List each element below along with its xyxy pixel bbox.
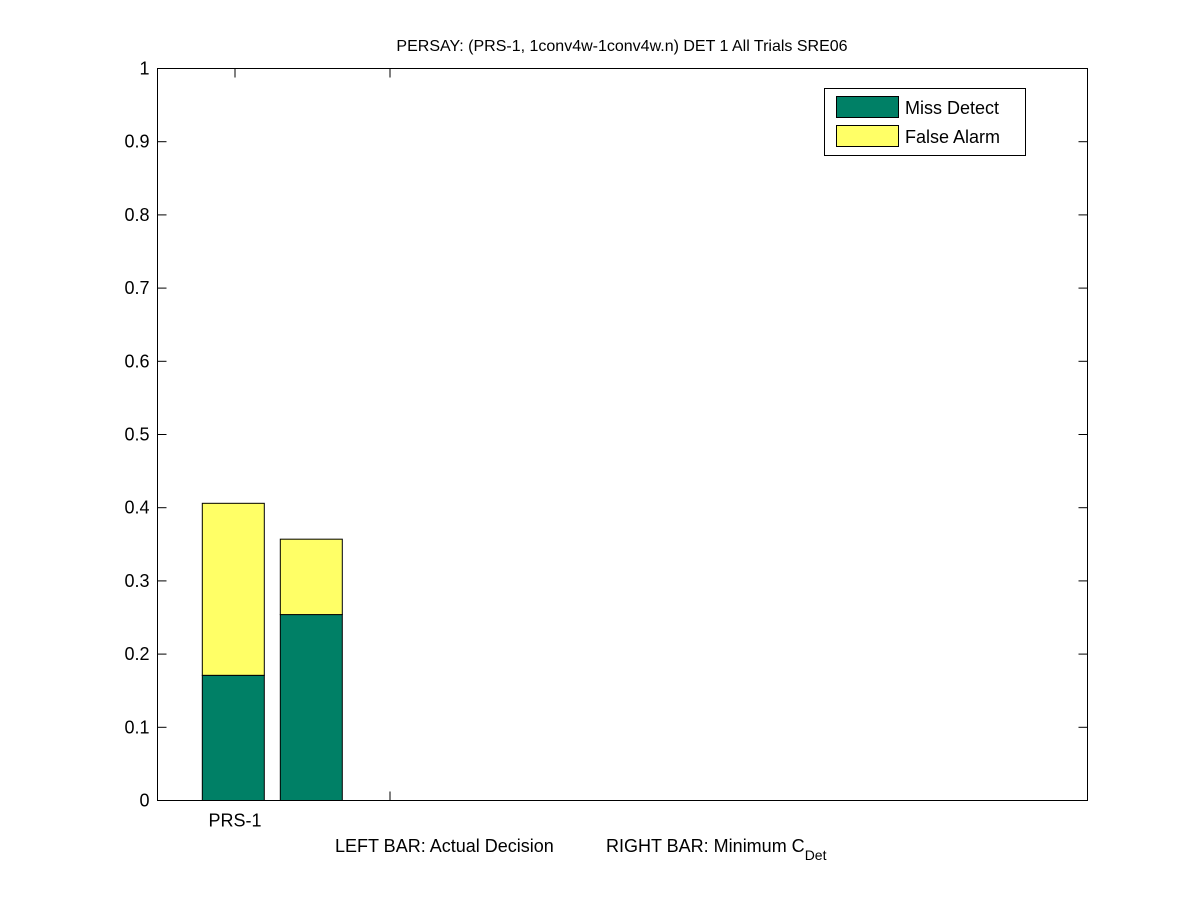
y-tick-label: 0.2 xyxy=(124,644,149,664)
legend-swatch-miss-detect xyxy=(836,96,899,118)
bar-miss-detect-right xyxy=(279,614,343,802)
x-axis-label: LEFT BAR: Actual Decision RIGHT BAR: Min… xyxy=(335,836,827,863)
y-tick-label: 0.9 xyxy=(124,132,149,152)
y-tick-label: 0.3 xyxy=(124,571,149,591)
y-tick-label: 0.1 xyxy=(124,717,149,737)
bar-miss-detect-left xyxy=(201,674,265,801)
x-label-subscript: Det xyxy=(805,847,827,863)
y-tick-label: 0.7 xyxy=(124,278,149,298)
bar-false-alarm-right xyxy=(279,538,343,616)
y-tick-label: 0.5 xyxy=(124,425,149,445)
x-label-left: LEFT BAR: Actual Decision xyxy=(335,836,554,856)
chart-title: PERSAY: (PRS-1, 1conv4w-1conv4w.n) DET 1… xyxy=(396,38,847,55)
legend-swatch-false-alarm xyxy=(836,125,899,147)
bar-false-alarm-left xyxy=(201,502,265,676)
x-label-right: RIGHT BAR: Minimum C xyxy=(606,836,805,856)
legend-label-false-alarm: False Alarm xyxy=(905,127,1000,147)
x-tick-label: PRS-1 xyxy=(208,811,261,831)
plot-area-frame xyxy=(157,68,1088,801)
y-tick-label: 0.4 xyxy=(124,498,149,518)
y-tick-label: 1 xyxy=(139,59,149,79)
legend: Miss Detect False Alarm xyxy=(824,88,1026,156)
y-tick-label: 0 xyxy=(139,791,149,811)
legend-label-miss-detect: Miss Detect xyxy=(905,98,999,118)
y-tick-label: 0.8 xyxy=(124,205,149,225)
y-tick-label: 0.6 xyxy=(124,351,149,371)
